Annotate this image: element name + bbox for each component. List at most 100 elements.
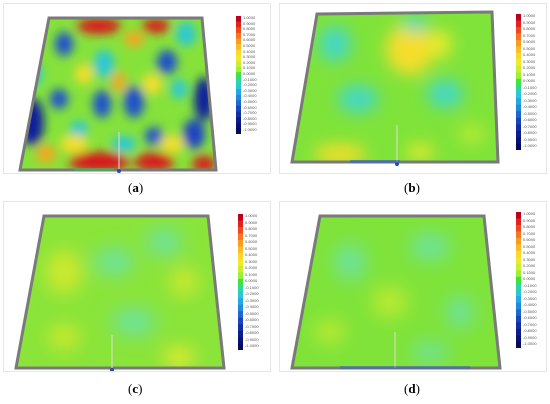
scale-value-label: -0.7000 bbox=[245, 323, 259, 329]
caption-b: (b) bbox=[404, 180, 420, 195]
scale-value-label: -0.8000 bbox=[245, 330, 259, 335]
scale-value-label: 1.0000 bbox=[523, 13, 536, 18]
scale-value-label: 0.6000 bbox=[523, 39, 536, 44]
scale-swatch bbox=[516, 257, 521, 265]
scale-swatch bbox=[516, 237, 521, 245]
scale-swatch bbox=[516, 130, 521, 138]
scale-value-label: 1.0000 bbox=[523, 211, 536, 216]
scale-value-label: -0.2000 bbox=[523, 91, 537, 96]
scale-value-label: -0.8000 bbox=[243, 115, 257, 121]
scale-value-label: -0.6000 bbox=[523, 117, 537, 122]
scale-swatch bbox=[516, 85, 521, 93]
scale-swatch bbox=[236, 83, 241, 90]
scale-swatch bbox=[236, 117, 241, 124]
scale-swatch bbox=[516, 224, 521, 232]
scale-swatch bbox=[516, 33, 521, 41]
color-scale-b bbox=[516, 14, 521, 150]
scale-swatch bbox=[516, 276, 521, 284]
scale-swatch bbox=[236, 49, 241, 56]
deviation-map-c bbox=[14, 214, 226, 371]
scale-swatch bbox=[516, 124, 521, 131]
scale-value-label: -0.5000 bbox=[245, 310, 259, 316]
scale-value-label: -0.3000 bbox=[243, 87, 257, 93]
panel-d: 1.0000 0.9000 0.8000 0.7000 0.6000 0.5000 0.40… bbox=[279, 201, 547, 372]
scale-swatch bbox=[238, 214, 243, 221]
scale-swatch bbox=[516, 98, 521, 105]
scale-value-label: 0.4000 bbox=[245, 252, 258, 257]
scale-value-label: 0.7000 bbox=[245, 232, 258, 238]
panel-a: 1.0000 0.9000 0.8000 0.7000 0.6000 0.5000 0.40… bbox=[3, 3, 271, 174]
scale-value-label: -1.0000 bbox=[245, 343, 259, 348]
scale-swatch bbox=[236, 100, 241, 107]
scale-swatch bbox=[236, 38, 241, 45]
scale-value-label: -0.2000 bbox=[243, 82, 257, 88]
caption-a: (a) bbox=[128, 180, 144, 195]
scale-value-label: -0.6000 bbox=[245, 317, 259, 322]
scale-swatch bbox=[238, 272, 243, 280]
scale-value-label: 0.1000 bbox=[245, 271, 258, 277]
scale-value-label: -0.6000 bbox=[243, 104, 257, 110]
scale-value-label: -0.2000 bbox=[245, 291, 259, 296]
scale-value-label: 0.2000 bbox=[523, 263, 536, 268]
scale-swatch bbox=[516, 283, 521, 291]
scale-value-label: -0.1000 bbox=[245, 284, 259, 290]
scale-value-label: 1.0000 bbox=[243, 15, 256, 20]
scale-value-label: -0.4000 bbox=[245, 304, 259, 309]
scale-swatch bbox=[238, 233, 243, 241]
scale-value-label: 0.5000 bbox=[523, 243, 536, 249]
scale-value-label: -0.6000 bbox=[523, 315, 537, 320]
scale-swatch bbox=[516, 289, 521, 297]
scale-swatch bbox=[516, 137, 521, 144]
scale-swatch bbox=[516, 309, 521, 316]
frame-a bbox=[18, 16, 218, 172]
scale-value-label: -0.1000 bbox=[523, 282, 537, 288]
scale-value-label: -0.1000 bbox=[243, 76, 257, 82]
scale-value-label: -0.7000 bbox=[243, 110, 257, 116]
scale-swatch bbox=[516, 244, 521, 252]
scale-labels-c: 1.0000 0.9000 0.8000 0.7000 0.6000 0.5000 0.40… bbox=[245, 213, 259, 350]
scale-value-label: 0.1000 bbox=[523, 269, 536, 275]
scale-swatch bbox=[238, 343, 243, 350]
scale-swatch bbox=[236, 72, 241, 79]
scale-value-label: -0.5000 bbox=[523, 308, 537, 314]
scale-swatch bbox=[516, 52, 521, 60]
scale-value-label: 0.5000 bbox=[245, 245, 258, 251]
deviation-map-b bbox=[290, 10, 500, 166]
scale-value-label: 0.8000 bbox=[245, 226, 258, 231]
scale-swatch bbox=[516, 59, 521, 67]
scale-swatch bbox=[238, 311, 243, 318]
scale-value-label: -0.9000 bbox=[523, 136, 537, 142]
scale-swatch bbox=[238, 317, 243, 325]
scale-value-label: 0.9000 bbox=[245, 219, 258, 225]
scale-swatch bbox=[236, 55, 241, 62]
color-scale-c bbox=[238, 214, 243, 350]
scale-value-label: 0.6000 bbox=[245, 239, 258, 244]
frame-d bbox=[290, 214, 502, 370]
scale-value-label: 0.5000 bbox=[523, 45, 536, 51]
scale-swatch bbox=[516, 218, 521, 226]
scale-swatch bbox=[516, 111, 521, 118]
scale-value-label: -0.8000 bbox=[523, 328, 537, 333]
scale-swatch bbox=[516, 14, 521, 21]
scale-value-label: 0.7000 bbox=[523, 230, 536, 236]
scale-swatch bbox=[238, 324, 243, 331]
scale-value-label: 0.5000 bbox=[243, 42, 256, 48]
scale-value-label: 0.2000 bbox=[243, 59, 256, 65]
scale-bar-d bbox=[516, 212, 521, 348]
scale-value-label: 0.0000 bbox=[523, 78, 536, 83]
scale-swatch bbox=[516, 20, 521, 28]
scale-value-label: 0.3000 bbox=[245, 258, 258, 264]
scale-swatch bbox=[238, 259, 243, 267]
scale-value-label: -0.7000 bbox=[523, 123, 537, 129]
scale-swatch bbox=[238, 226, 243, 234]
color-scale-d bbox=[516, 212, 521, 348]
scale-swatch bbox=[238, 291, 243, 299]
scale-swatch bbox=[516, 231, 521, 239]
scale-swatch bbox=[236, 21, 241, 28]
scale-value-label: -0.9000 bbox=[523, 334, 537, 340]
scale-swatch bbox=[238, 304, 243, 312]
scale-value-label: -0.5000 bbox=[523, 110, 537, 116]
scale-swatch bbox=[238, 278, 243, 286]
panel-b: 1.0000 0.9000 0.8000 0.7000 0.6000 0.5000 0.40… bbox=[279, 3, 547, 174]
scale-swatch bbox=[236, 66, 241, 73]
